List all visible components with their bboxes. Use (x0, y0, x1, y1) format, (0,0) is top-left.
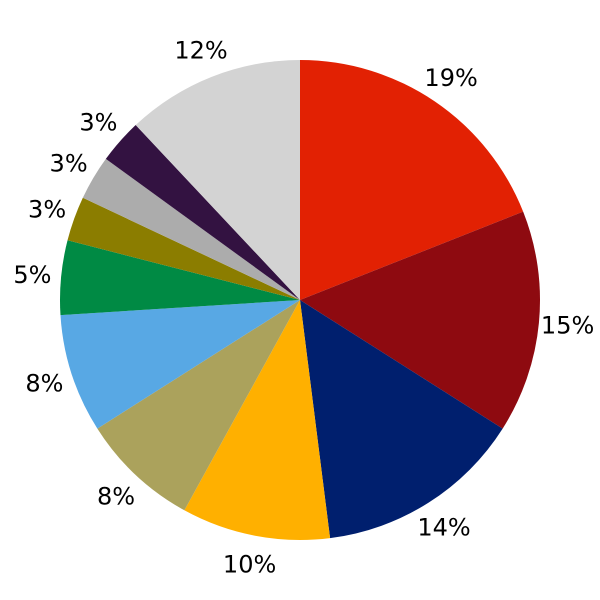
pie-slice-8 (82, 158, 300, 300)
pie-slice-3 (184, 300, 331, 541)
slice-label-2: 14% (417, 513, 470, 541)
slice-label-9: 3% (79, 109, 117, 137)
slice-label-6: 5% (13, 261, 51, 289)
pie-slice-9 (105, 125, 300, 300)
pie-slice-7 (67, 197, 300, 300)
slice-label-4: 8% (97, 482, 135, 510)
pie-slice-6 (59, 240, 301, 316)
slice-label-7: 3% (28, 195, 66, 223)
slice-label-5: 8% (25, 370, 63, 398)
pie-slice-4 (97, 300, 300, 511)
slice-label-3: 10% (223, 550, 276, 578)
slice-label-8: 3% (50, 150, 88, 178)
slice-label-10: 12% (174, 37, 227, 65)
pie-slice-0 (300, 60, 524, 300)
pie-slice-10 (135, 60, 300, 300)
slice-label-0: 19% (424, 64, 477, 92)
pie-slice-2 (300, 300, 503, 539)
pie-slice-5 (60, 300, 300, 429)
pie-slice-1 (300, 211, 541, 429)
slice-label-1: 15% (541, 312, 594, 340)
